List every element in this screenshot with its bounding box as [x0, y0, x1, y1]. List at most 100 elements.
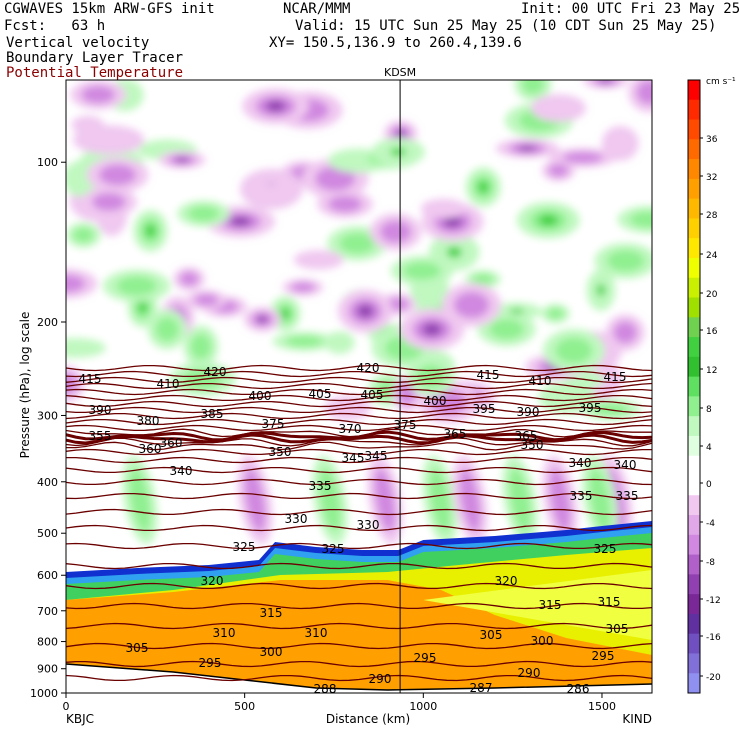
pbl-orange: [66, 580, 652, 693]
colorbar-label: -20: [706, 673, 721, 683]
velocity-cell-peak: [280, 308, 290, 319]
theta-label: 315: [598, 595, 621, 609]
colorbar-swatch: [688, 297, 700, 318]
colorbar-label: 16: [706, 327, 718, 337]
y-tick-label: 600: [37, 569, 58, 582]
theta-isoline: [66, 400, 652, 408]
colorbar-swatch: [688, 257, 700, 279]
theta-label: 325: [233, 540, 256, 554]
theta-label: 335: [309, 479, 332, 493]
theta-label: 330: [285, 512, 308, 526]
velocity-cell-peak: [538, 214, 558, 226]
theta-isoline: [66, 642, 652, 650]
y-tick-label: 200: [37, 316, 58, 329]
colorbar-label: -8: [706, 558, 715, 568]
colorbar-swatch: [688, 613, 700, 635]
colorbar-swatch: [688, 416, 700, 437]
theta-label: 355: [89, 429, 112, 443]
vertical-velocity-field: [66, 80, 652, 545]
velocity-cell-core: [629, 211, 652, 228]
colorbar: 36 32 28 24 20 16 12 8 4 0 -4 -8 -12 -16 -20: [687, 79, 721, 694]
colorbar-swatch: [688, 475, 700, 496]
x-tick-label: 0: [63, 700, 70, 713]
model-title: CGWAVES 15km ARW-GFS init: [4, 1, 215, 17]
velocity-cell: [530, 94, 586, 122]
velocity-cell: [72, 125, 145, 155]
velocity-cell-core: [155, 317, 179, 342]
theta-label: 325: [322, 542, 345, 556]
colorbar-label: 24: [706, 251, 718, 261]
x-tick-label: 500: [234, 700, 255, 713]
velocity-cell-core: [593, 403, 630, 416]
theta-label: 310: [305, 626, 328, 640]
field-boundary-layer-tracer: Boundary Layer Tracer: [6, 50, 184, 66]
velocity-cell-core: [194, 293, 219, 306]
theta-label: 350: [521, 438, 544, 452]
theta-label: 380: [137, 414, 160, 428]
theta-label: 287: [470, 681, 493, 695]
theta-label: 330: [357, 518, 380, 532]
velocity-cell-core: [73, 227, 94, 243]
colorbar-swatch: [688, 435, 700, 457]
y-tick-label: 700: [37, 605, 58, 618]
theta-label: 405: [361, 388, 384, 402]
theta-label: 400: [249, 389, 272, 403]
theta-label: 345: [365, 449, 388, 463]
colorbar-swatch: [688, 653, 700, 674]
organization: NCAR/MMM: [283, 1, 351, 17]
chart-title: KDSM: [384, 66, 416, 79]
theta-isoline: [66, 524, 652, 532]
colorbar-label: 28: [706, 211, 718, 221]
theta-isoline: [66, 394, 652, 402]
velocity-band-core: [589, 468, 611, 532]
theta-label: 385: [201, 407, 224, 421]
y-tick-label: 100: [37, 156, 58, 169]
theta-label: 335: [616, 489, 639, 503]
theta-label: 350: [269, 445, 292, 459]
velocity-cell-core: [66, 274, 86, 293]
forecast-hour: Fcst: 63 h: [4, 18, 106, 34]
velocity-band-core: [244, 468, 266, 532]
velocity-cell-core: [190, 333, 212, 360]
velocity-cell-core: [489, 319, 525, 340]
theta-label: 340: [569, 456, 592, 470]
theta-isoline: [66, 582, 652, 590]
colorbar-label: 0: [706, 480, 712, 490]
velocity-cell: [66, 338, 106, 358]
velocity-cell-core: [472, 273, 494, 285]
velocity-cell-core: [547, 307, 565, 320]
colorbar-label: -12: [706, 596, 721, 606]
colorbar-swatch: [688, 99, 700, 121]
potential-temperature-labels: 415 410 420 400 405 405 420 415 410 415 390 380 385 3…: [79, 361, 639, 695]
theta-label: 415: [604, 370, 627, 384]
velocity-cell-core: [548, 163, 569, 177]
theta-isoline: [66, 674, 652, 682]
theta-label: 320: [201, 574, 224, 588]
theta-isoline: [66, 602, 652, 610]
theta-label: 305: [126, 641, 149, 655]
theta-isoline: [66, 492, 652, 500]
velocity-cell-core: [98, 164, 137, 186]
y-tick-label: 400: [37, 476, 58, 489]
colorbar-swatch: [688, 238, 700, 259]
colorbar-swatch: [688, 119, 700, 140]
theta-label: 410: [157, 377, 180, 391]
colorbar-swatch: [688, 218, 700, 239]
theta-label: 375: [262, 417, 285, 431]
colorbar-swatch: [688, 673, 700, 694]
colorbar-label: 32: [706, 173, 717, 183]
theta-isoline: [66, 370, 652, 378]
theta-isoline: [66, 388, 652, 396]
theta-label: 340: [614, 458, 637, 472]
colorbar-swatch: [688, 515, 700, 536]
colorbar-swatch: [688, 317, 700, 338]
colorbar-swatch: [688, 554, 700, 575]
theta-label: 315: [260, 606, 283, 620]
cross-section-endpoints: XY= 150.5,136.9 to 260.4,139.6: [269, 35, 522, 51]
theta-isoline: [66, 376, 652, 384]
velocity-cell-peak: [230, 216, 251, 227]
theta-label: 395: [579, 401, 602, 415]
theta-label: 295: [199, 656, 222, 670]
colorbar-label: 12: [706, 366, 717, 376]
colorbar-swatch: [688, 356, 700, 378]
